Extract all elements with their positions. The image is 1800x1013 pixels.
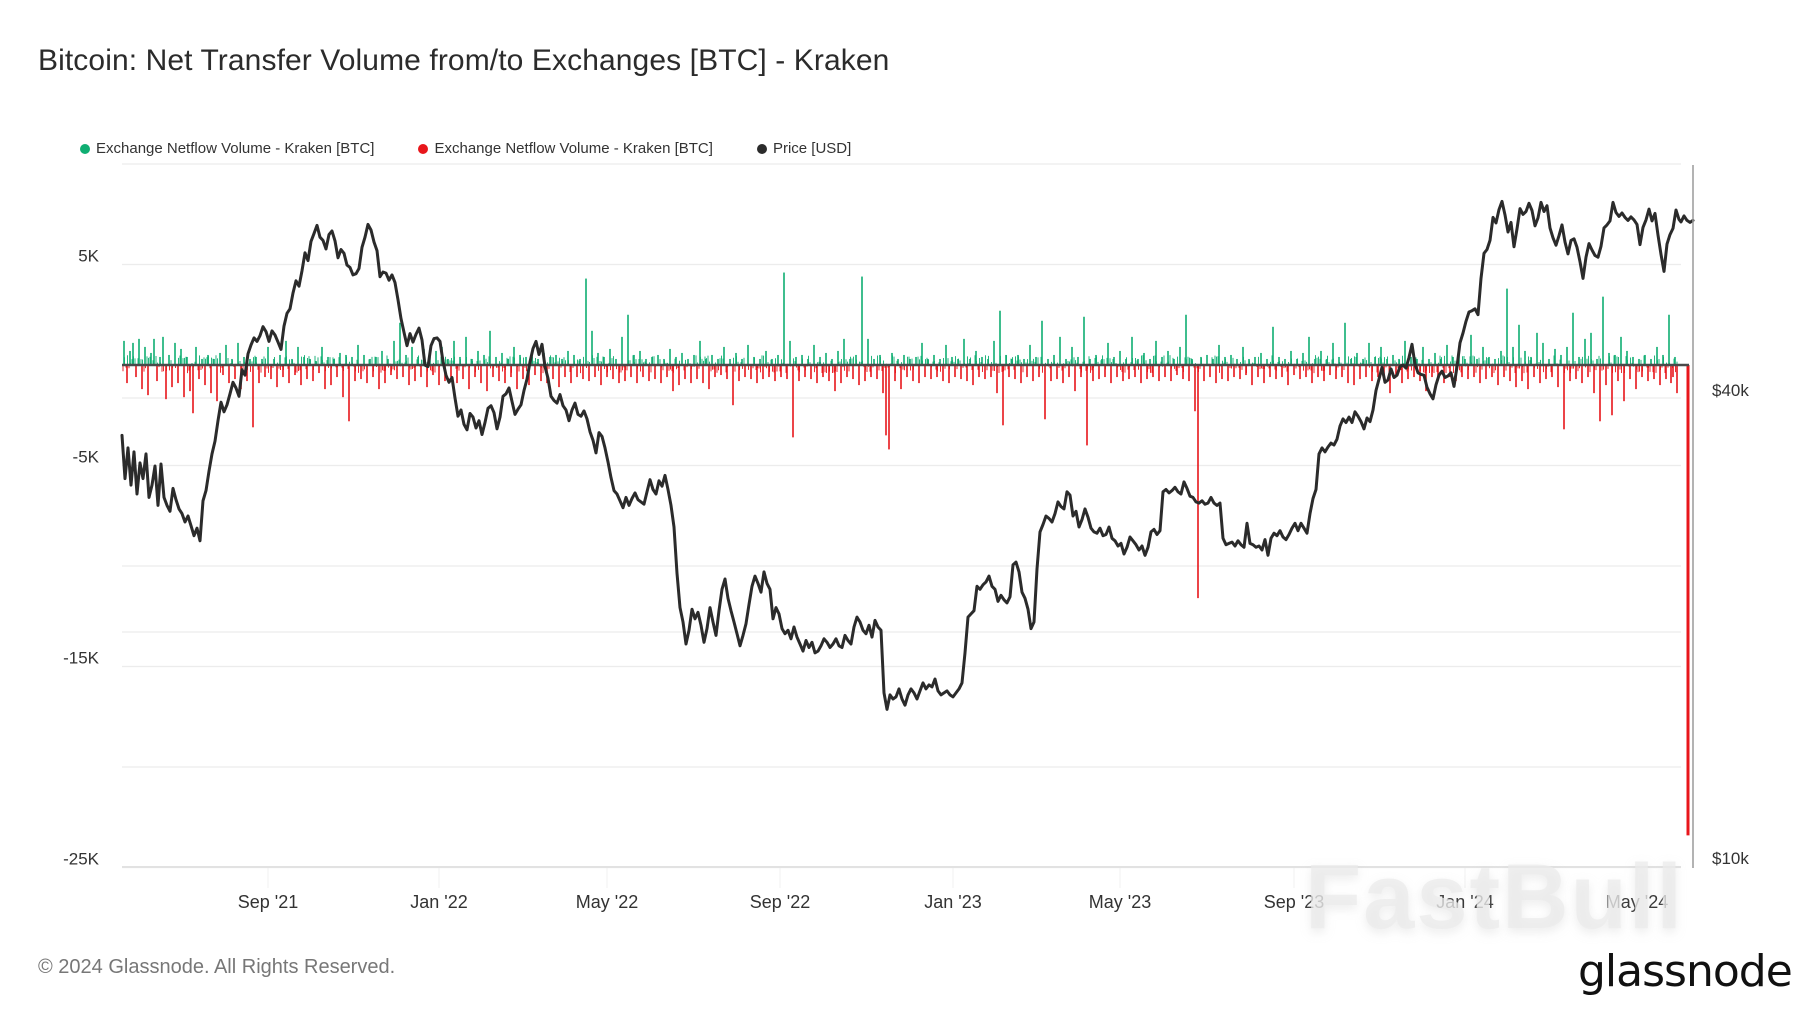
left-tick-label: -5K xyxy=(73,448,100,467)
x-tick-label: Sep '23 xyxy=(1264,892,1325,912)
chart-title: Bitcoin: Net Transfer Volume from/to Exc… xyxy=(38,44,890,77)
x-tick-label: May '24 xyxy=(1606,892,1668,912)
gridlines xyxy=(122,163,1681,869)
right-tick-label: $10k xyxy=(1712,849,1749,868)
price-dot-icon xyxy=(756,143,767,154)
right-tick-label: $40k xyxy=(1712,381,1749,400)
legend-label: Exchange Netflow Volume - Kraken [BTC] xyxy=(96,140,375,157)
x-axis: Sep '21 Jan '22 May '22 Sep '22 Jan '23 May '… xyxy=(238,868,1668,912)
glassnode-logo: glassnode xyxy=(1578,946,1793,997)
legend-item-outflow[interactable]: Exchange Netflow Volume - Kraken [BTC] xyxy=(418,140,713,157)
inflow-dot-icon xyxy=(80,143,90,154)
x-tick-label: May '23 xyxy=(1089,892,1151,912)
left-tick-label: -15K xyxy=(63,649,100,668)
legend: Exchange Netflow Volume - Kraken [BTC] E… xyxy=(80,140,851,157)
legend-label: Exchange Netflow Volume - Kraken [BTC] xyxy=(434,140,713,157)
netflow-bars xyxy=(122,272,1690,836)
left-tick-label: 5K xyxy=(78,247,99,266)
x-tick-label: Jan '23 xyxy=(924,892,981,912)
x-tick-label: Jan '22 xyxy=(410,892,467,912)
right-axis: $40k $10k xyxy=(1712,381,1749,868)
outflow-dot-icon xyxy=(418,143,429,154)
x-tick-label: Sep '22 xyxy=(750,892,811,912)
left-tick-label: -25K xyxy=(63,850,100,869)
x-tick-label: Jan '24 xyxy=(1436,892,1493,912)
left-axis: 5K -5K -15K -25K xyxy=(63,247,100,869)
copyright: © 2024 Glassnode. All Rights Reserved. xyxy=(38,956,396,978)
x-tick-label: Sep '21 xyxy=(238,892,299,912)
legend-item-inflow[interactable]: Exchange Netflow Volume - Kraken [BTC] xyxy=(80,140,374,157)
price-line xyxy=(120,199,1695,711)
legend-item-price[interactable]: Price [USD] xyxy=(756,140,852,157)
x-tick-label: May '22 xyxy=(576,892,638,912)
legend-label: Price [USD] xyxy=(772,140,852,157)
